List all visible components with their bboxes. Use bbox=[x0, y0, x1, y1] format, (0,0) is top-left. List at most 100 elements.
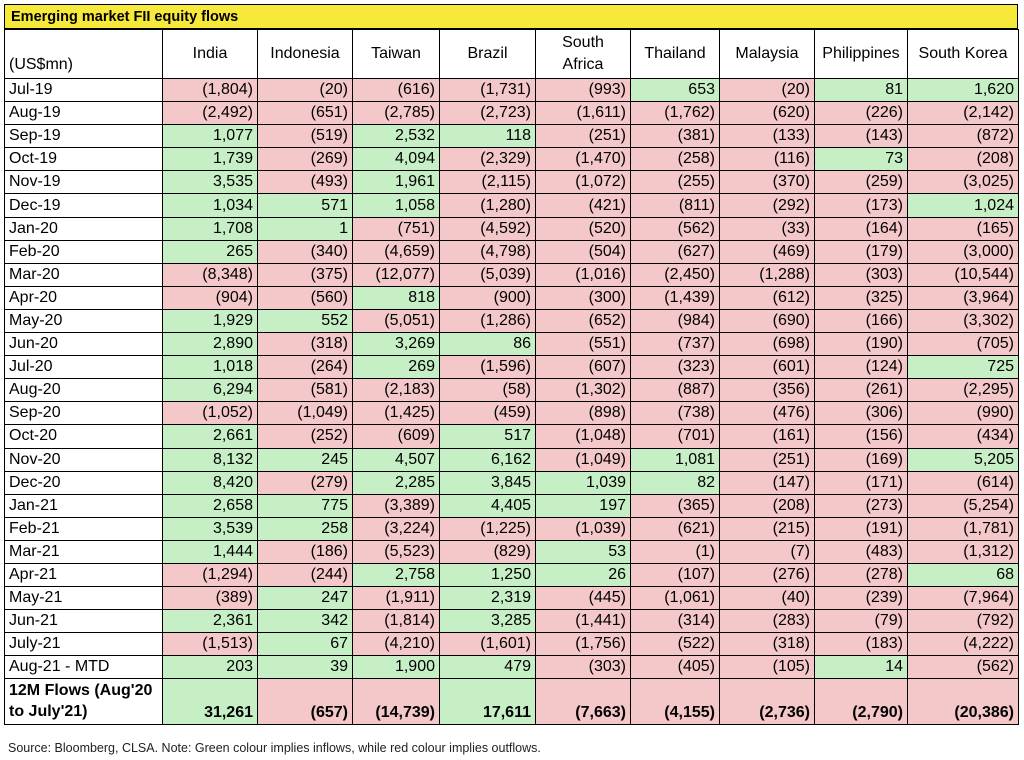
flow-cell: (2,785) bbox=[352, 101, 440, 126]
flow-cell: 1,900 bbox=[352, 655, 440, 680]
table-row: Sep-20 (1,052) (1,049) (1,425) (459) (898) (73… bbox=[4, 401, 1019, 426]
flow-cell: 258 bbox=[257, 516, 353, 541]
flow-cell: (993) bbox=[535, 77, 631, 103]
flow-cell: (375) bbox=[257, 262, 353, 287]
flow-cell: 247 bbox=[257, 586, 353, 611]
flow-cell: 552 bbox=[257, 308, 353, 334]
column-header: Malaysia bbox=[719, 29, 815, 79]
flow-cell: 1,077 bbox=[162, 124, 258, 149]
flow-cell: (365) bbox=[630, 493, 720, 518]
flow-cell: 1,034 bbox=[162, 193, 258, 218]
flow-cell: (255) bbox=[630, 170, 720, 195]
flow-cell: (2,450) bbox=[630, 262, 720, 287]
row-label: Aug-19 bbox=[4, 101, 163, 126]
flow-cell: (1,781) bbox=[907, 516, 1019, 541]
flow-cell: (244) bbox=[257, 562, 353, 588]
flow-cell: (1,225) bbox=[439, 516, 536, 541]
flow-cell: (5,523) bbox=[352, 539, 440, 564]
row-label: Oct-20 bbox=[4, 424, 163, 449]
table-row: Aug-20 6,294 (581) (2,183) (58) (1,302) (887)(… bbox=[4, 378, 1019, 403]
flow-cell: (898) bbox=[535, 401, 631, 426]
flow-cell: (3,224) bbox=[352, 516, 440, 541]
table-row: Apr-21 (1,294) (244) 2,758 1,250 26 (107) (276)… bbox=[4, 562, 1019, 588]
flow-cell: (7) bbox=[719, 539, 815, 564]
flow-cell: (2,492) bbox=[162, 101, 258, 126]
flow-cell: (116) bbox=[719, 147, 815, 172]
flow-cell: 203 bbox=[162, 655, 258, 680]
flow-cell: 5,205 bbox=[907, 447, 1019, 472]
row-label: Oct-19 bbox=[4, 147, 163, 172]
flow-cell: (105) bbox=[719, 655, 815, 680]
total-cell: 31,261 bbox=[162, 678, 258, 726]
flow-cell: (251) bbox=[535, 124, 631, 149]
flow-cell: (3,389) bbox=[352, 493, 440, 518]
table-body: Jul-19 (1,804) (20) (616) (1,731) (993) 653 (20… bbox=[4, 77, 1019, 680]
flow-cell: (169) bbox=[814, 447, 908, 472]
flow-cell: (829) bbox=[439, 539, 536, 564]
flow-cell: 4,094 bbox=[352, 147, 440, 172]
flow-cell: 6,294 bbox=[162, 378, 258, 403]
flow-cell: 53 bbox=[535, 539, 631, 564]
flow-cell: (171) bbox=[814, 470, 908, 495]
flow-cell: (1,441) bbox=[535, 609, 631, 634]
flow-cell: (1,425) bbox=[352, 401, 440, 426]
flow-cell: 1,708 bbox=[162, 216, 258, 241]
flow-cell: (1,756) bbox=[535, 632, 631, 657]
row-label: Sep-20 bbox=[4, 401, 163, 426]
table-row: Jun-20 2,890 (318) 3,269 86 (551) (737) (698) (1… bbox=[4, 332, 1019, 357]
flow-cell: (340) bbox=[257, 239, 353, 264]
flow-cell: (493) bbox=[257, 170, 353, 195]
flow-cell: (1,288) bbox=[719, 262, 815, 287]
flow-cell: 81 bbox=[814, 77, 908, 103]
flow-cell: (562) bbox=[630, 216, 720, 241]
flow-cell: (616) bbox=[352, 77, 440, 103]
column-header: South Korea bbox=[907, 29, 1019, 79]
flow-cell: (459) bbox=[439, 401, 536, 426]
flow-cell: (652) bbox=[535, 308, 631, 334]
flow-cell: (4,659) bbox=[352, 239, 440, 264]
flow-cell: (651) bbox=[257, 101, 353, 126]
flow-cell: (273) bbox=[814, 493, 908, 518]
flow-cell: (614) bbox=[907, 470, 1019, 495]
flow-cell: 2,661 bbox=[162, 424, 258, 449]
flow-cell: (147) bbox=[719, 470, 815, 495]
flow-cell: (705) bbox=[907, 332, 1019, 357]
total-cell: (2,790) bbox=[814, 678, 908, 726]
flow-cell: (283) bbox=[719, 609, 815, 634]
row-label: May-21 bbox=[4, 586, 163, 611]
column-header: Taiwan bbox=[352, 29, 440, 79]
flow-cell: 2,361 bbox=[162, 609, 258, 634]
flow-cell: (434) bbox=[907, 424, 1019, 449]
flow-cell: 1,444 bbox=[162, 539, 258, 564]
flow-cell: 1,081 bbox=[630, 447, 720, 472]
column-header: South Africa bbox=[535, 29, 631, 79]
flow-cell: (252) bbox=[257, 424, 353, 449]
flow-cell: (251) bbox=[719, 447, 815, 472]
flow-cell: (258) bbox=[630, 147, 720, 172]
table-row: Feb-21 3,539 258 (3,224) (1,225) (1,039) (621)… bbox=[4, 516, 1019, 541]
table-row: Aug-19 (2,492) (651) (2,785) (2,723) (1,611)(… bbox=[4, 101, 1019, 126]
flow-cell: (620) bbox=[719, 101, 815, 126]
flow-cell: (79) bbox=[814, 609, 908, 634]
row-label: Dec-20 bbox=[4, 470, 163, 495]
total-row-label: 12M Flows (Aug'20 to July'21) bbox=[4, 678, 163, 726]
flow-cell: (738) bbox=[630, 401, 720, 426]
flow-cell: 725 bbox=[907, 355, 1019, 380]
flow-cell: (1,814) bbox=[352, 609, 440, 634]
flow-cell: (1,611) bbox=[535, 101, 631, 126]
flow-cell: (504) bbox=[535, 239, 631, 264]
flows-table: (US$mn) India Indonesia Taiwan Brazil South … bbox=[4, 29, 1019, 726]
flow-cell: 2,758 bbox=[352, 562, 440, 588]
flow-cell: (58) bbox=[439, 378, 536, 403]
row-label: Sep-19 bbox=[4, 124, 163, 149]
flow-cell: (269) bbox=[257, 147, 353, 172]
flow-cell: 1,039 bbox=[535, 470, 631, 495]
flow-cell: 2,319 bbox=[439, 586, 536, 611]
flow-cell: (751) bbox=[352, 216, 440, 241]
table-row: Oct-19 1,739 (269) 4,094 (2,329) (1,470) (258)… bbox=[4, 147, 1019, 172]
total-cell: (2,736) bbox=[719, 678, 815, 726]
flow-cell: (20) bbox=[719, 77, 815, 103]
table-row: Sep-19 1,077 (519) 2,532 118 (251) (381) (133)(… bbox=[4, 124, 1019, 149]
flow-cell: 3,269 bbox=[352, 332, 440, 357]
flow-cell: (984) bbox=[630, 308, 720, 334]
